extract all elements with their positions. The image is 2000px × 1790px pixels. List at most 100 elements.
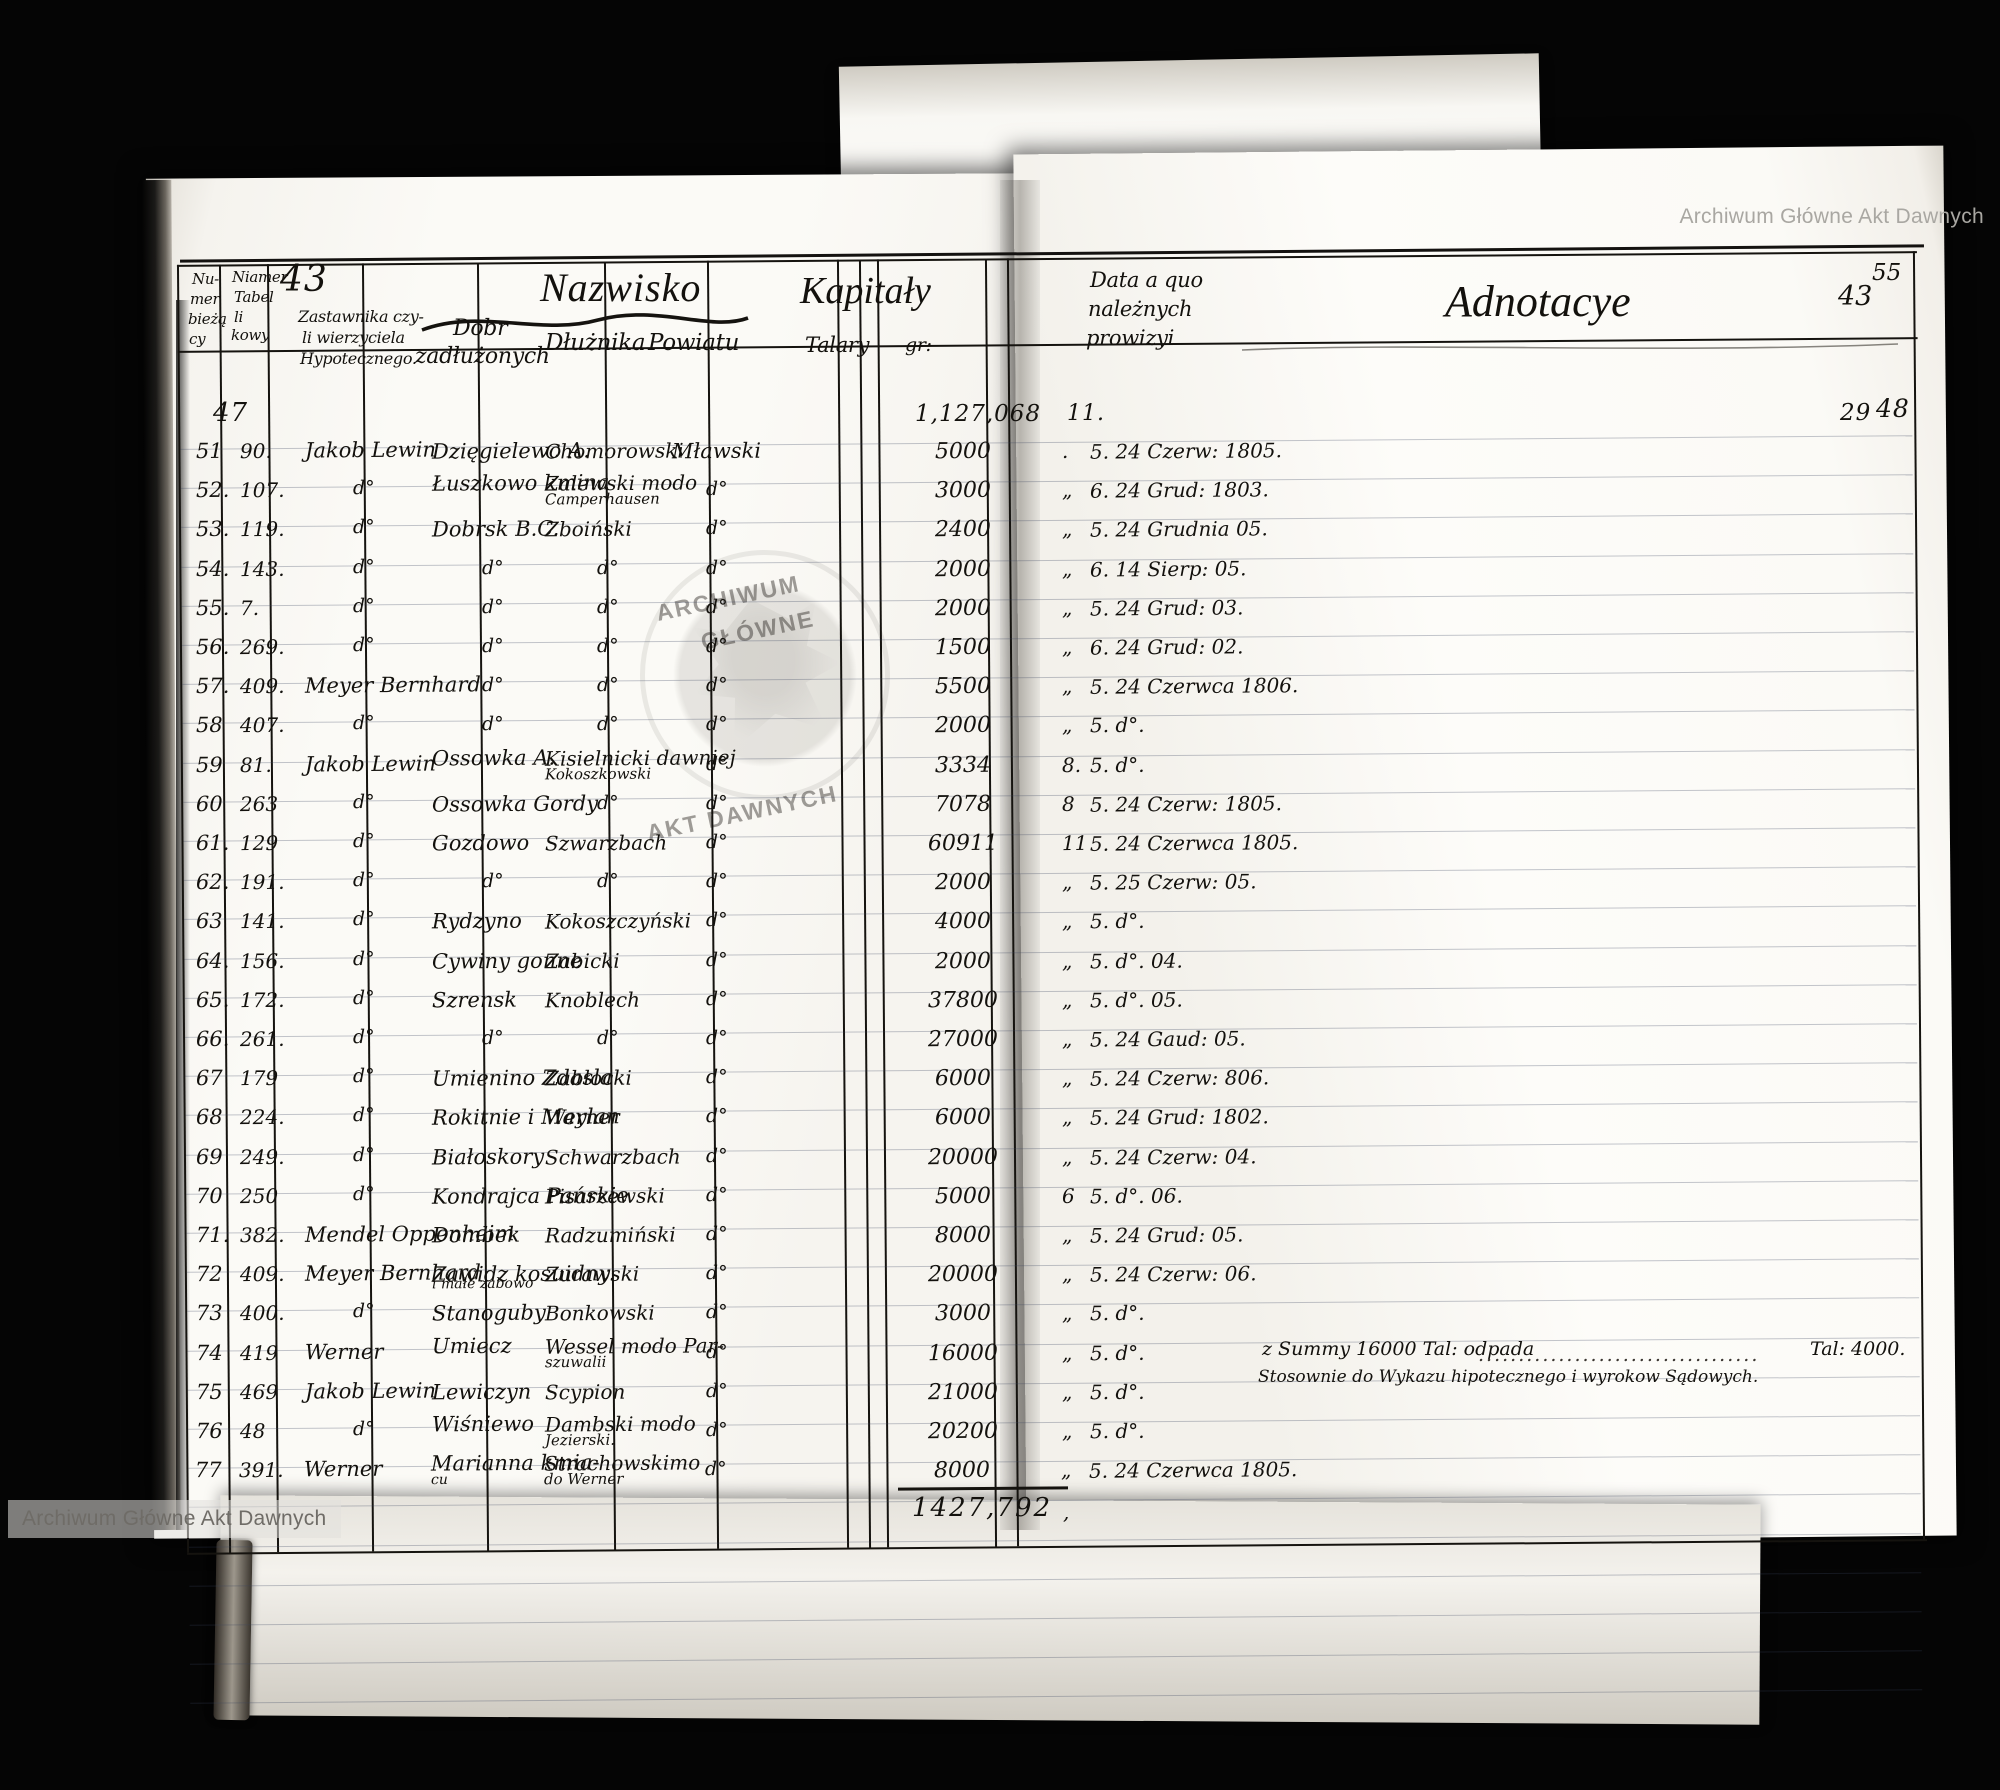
faint-rule <box>183 866 1916 882</box>
cell-gr: 11 <box>1061 830 1088 856</box>
cell-data: 5. d°. 04. <box>1089 948 1183 973</box>
cell-powiat: d° <box>705 1379 728 1402</box>
header-dobr-line1: Dobr <box>453 316 508 341</box>
binding-clasp <box>213 1539 253 1721</box>
cell-nr: 73 <box>195 1301 223 1326</box>
cell-zastawnik: Jakob Lewin <box>304 1378 436 1404</box>
cell-dluznik: d° <box>596 634 619 658</box>
cell-data: 5. 24 Czerw: 1805. <box>1089 438 1283 464</box>
cell-tabela: 172. <box>239 987 285 1012</box>
cell-gr: „ <box>1061 1222 1073 1248</box>
cell-talary: 4000 <box>934 909 991 935</box>
cell-dluznik: Radzumiński <box>544 1222 676 1248</box>
cell-gr: „ <box>1061 634 1073 660</box>
cell-gr: „ <box>1061 870 1073 895</box>
header-zastawnika-line3: Hypotecznego. <box>300 349 417 368</box>
cell-data: 5. d°. <box>1089 1340 1145 1365</box>
cell-zastawnik: d° <box>352 1143 375 1166</box>
cell-talary: 2000 <box>934 713 991 739</box>
cell-gr: „ <box>1061 517 1073 542</box>
cell-dobra: Gozdowo <box>431 830 530 856</box>
cell-nr: 72 <box>195 1262 223 1287</box>
cell-powiat: d° <box>705 517 728 540</box>
cell-nr: 71. <box>195 1222 230 1248</box>
cell-data: 5. 24 Grud: 03. <box>1089 595 1244 621</box>
annotation-line1-text: z Summy 16000 Tal: odpada <box>1262 1338 1535 1360</box>
cell-nr: 65. <box>195 987 230 1012</box>
cell-powiat: d° <box>705 713 728 736</box>
cell-gr: „ <box>1061 1066 1073 1091</box>
cell-data: 5. d°. <box>1089 909 1145 934</box>
header-data-line3: prowizyi <box>1086 326 1175 350</box>
cell-tabela: 409. <box>239 1262 285 1287</box>
cell-gr: „ <box>1061 1458 1072 1483</box>
cell-dluznik: Werner <box>544 1105 620 1130</box>
cell-tabela: 261. <box>239 1026 285 1052</box>
cell-zastawnik: d° <box>352 869 375 892</box>
cell-data: 5. 24 Grud: 1802. <box>1089 1104 1269 1131</box>
cell-powiat: d° <box>705 948 728 971</box>
cell-talary: 20000 <box>927 1261 998 1288</box>
cell-powiat: d° <box>705 752 728 775</box>
cell-nr: 51 <box>195 438 223 464</box>
cell-nr: 67 <box>195 1066 223 1091</box>
cell-dluznik: d° <box>596 556 619 579</box>
cell-data: 5. d°. <box>1089 1418 1145 1444</box>
cell-tabela: 141. <box>239 909 285 934</box>
cell-dluznik-second-line: Kokoszkowski <box>544 764 652 784</box>
cell-nr: 54. <box>195 556 230 581</box>
cell-dobra: Ossowka Gordy <box>431 791 598 817</box>
cell-powiat: d° <box>705 674 728 697</box>
cell-gr: 8 <box>1061 791 1075 816</box>
cell-zastawnik: d° <box>352 1025 375 1049</box>
cell-tabela: 81. <box>239 752 272 777</box>
cell-talary: 8000 <box>934 1222 991 1249</box>
cell-talary: 20200 <box>927 1418 998 1445</box>
cell-dluznik: Zabicki <box>544 948 620 973</box>
folio-number-left: 43 <box>280 259 328 300</box>
book-gutter-shadow <box>1000 180 1040 1530</box>
header-dluznika: Dłużnika <box>545 330 646 356</box>
cell-zastawnik: d° <box>352 1065 375 1088</box>
cell-data: 5. 24 Czerw: 806. <box>1089 1065 1269 1091</box>
cell-gr: „ <box>1061 987 1073 1012</box>
cell-zastawnik: d° <box>352 986 375 1009</box>
cell-nr: 70 <box>195 1183 223 1208</box>
cell-talary: 5500 <box>934 673 991 700</box>
header-tabela-line1: Niamer <box>232 268 288 286</box>
header-group-kapitaly: Kapitały <box>800 270 931 312</box>
cell-gr: „ <box>1061 674 1073 699</box>
folio-number-right-b: 55 <box>1872 260 1902 286</box>
cell-nr: 74 <box>195 1340 223 1365</box>
cell-zastawnik: Jakob Lewin <box>304 437 437 463</box>
cell-dobra: Dombek <box>431 1222 520 1248</box>
annotation-line1-dots: ................................... <box>1478 1344 1760 1366</box>
cell-powiat: d° <box>705 478 728 501</box>
cell-zastawnik: d° <box>352 908 375 931</box>
cell-gr: „ <box>1061 1379 1072 1404</box>
cell-powiat: d° <box>705 556 728 579</box>
cell-dluznik-second-line: Jezierski. <box>544 1430 615 1450</box>
cell-zastawnik: Meyer Bernhard <box>304 672 481 698</box>
cell-zastawnik: Jakob Lewin <box>304 751 436 777</box>
cell-nr: 60 <box>195 791 223 816</box>
cell-nr: 75 <box>195 1379 223 1404</box>
header-nr-line3: bieżą <box>188 310 227 328</box>
cell-nr: 58 <box>195 713 223 738</box>
cell-nr: 56. <box>195 634 230 660</box>
cell-data: 5. 24 Grud: 05. <box>1089 1222 1244 1248</box>
cell-data: 5. 24 Grudnia 05. <box>1089 516 1268 543</box>
cell-dobra: Dobrsk B.C. <box>431 516 560 542</box>
cell-tabela: 400. <box>239 1301 285 1326</box>
cell-data: 5. 24 Czerwca 1805. <box>1089 1457 1298 1484</box>
cell-nr: 62. <box>195 870 230 895</box>
header-tabela-line3: li <box>234 308 243 326</box>
cell-talary: 60911 <box>927 830 998 857</box>
cell-data: 5. 25 Czerw: 05. <box>1089 869 1257 895</box>
cell-tabela: 250 <box>239 1183 278 1208</box>
cell-powiat: d° <box>705 1418 728 1442</box>
cell-nr: 57. <box>195 674 230 699</box>
header-nr-line1: Nu- <box>192 270 219 288</box>
cell-talary: 3000 <box>934 477 992 504</box>
